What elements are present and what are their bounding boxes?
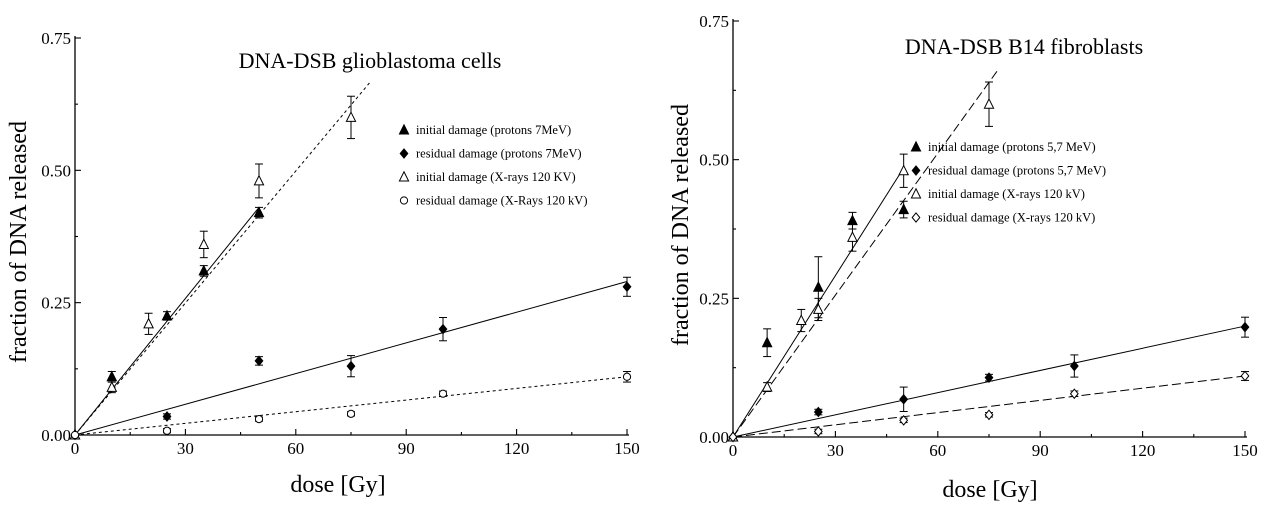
- data-point: [813, 426, 823, 437]
- legend-marker: [398, 123, 410, 135]
- data-point: [984, 409, 994, 421]
- data-point: [162, 426, 172, 435]
- data-point: [438, 323, 448, 335]
- y-tick-label: 0.25: [699, 289, 729, 308]
- data-point: [345, 111, 357, 122]
- y-tick-label: 0.75: [699, 12, 729, 31]
- x-tick-label: 120: [504, 439, 530, 458]
- legend-marker: [399, 148, 409, 159]
- data-point: [161, 309, 173, 321]
- legend-marker: [399, 196, 409, 205]
- data-point: [898, 203, 910, 215]
- chart-glioblastoma: DNA-DSB glioblastoma cells dose [Gy] fra…: [6, 29, 640, 498]
- series-open-circle: residual damage (X-Rays 120 kV): [70, 194, 632, 440]
- data-point: [812, 280, 824, 292]
- y-tick-label: 0.00: [41, 426, 71, 445]
- legend-marker: [911, 212, 921, 223]
- y-tick-label: 0.50: [41, 161, 71, 180]
- data-point: [812, 303, 824, 314]
- data-point: [761, 380, 773, 392]
- y-tick-label: 0.25: [41, 294, 71, 313]
- data-point: [254, 415, 264, 424]
- data-point: [106, 381, 118, 392]
- x-axis-title: dose [Gy]: [942, 477, 1037, 502]
- x-tick-label: 30: [827, 441, 844, 460]
- data-point: [622, 372, 632, 381]
- series-filled-diamond: residual damage (protons 5,7 MeV): [728, 164, 1250, 443]
- series-open-diamond: residual damage (X-rays 120 kV): [728, 211, 1250, 443]
- x-tick-label: 30: [177, 439, 194, 458]
- chart-title: DNA-DSB glioblastoma cells: [239, 48, 502, 73]
- legend-marker: [911, 165, 921, 176]
- x-tick-label: 90: [1032, 441, 1049, 460]
- legend-label: initial damage (X-rays 120 KV): [416, 170, 576, 184]
- data-point: [983, 97, 995, 109]
- data-point: [1240, 370, 1250, 382]
- data-point: [198, 238, 210, 249]
- data-point: [622, 281, 632, 293]
- legend-label: initial damage (X-rays 120 kV): [928, 187, 1085, 201]
- x-tick-label: 0: [71, 439, 80, 458]
- legend-label: initial damage (protons 7MeV): [416, 123, 571, 137]
- data-point: [346, 409, 356, 418]
- y-axis-title: fraction of DNA released: [6, 121, 32, 363]
- y-tick-label: 0.75: [41, 29, 71, 48]
- series-filled-triangle: initial damage (protons 5,7 MeV): [727, 140, 1096, 442]
- x-tick-label: 150: [614, 439, 640, 458]
- y-axis-title: fraction of DNA released: [668, 104, 694, 346]
- x-tick-label: 150: [1232, 441, 1258, 460]
- data-point: [761, 336, 773, 348]
- legend-label: residual damage (protons 5,7 MeV): [928, 164, 1106, 178]
- data-point: [813, 406, 823, 418]
- fit-line: [74, 207, 260, 436]
- x-tick-label: 120: [1130, 441, 1156, 460]
- data-point: [198, 264, 210, 276]
- data-point: [899, 393, 909, 405]
- legend-label: residual damage (X-Rays 120 kV): [416, 194, 587, 208]
- data-point: [143, 317, 155, 329]
- data-point: [847, 231, 858, 242]
- x-tick-label: 60: [287, 439, 304, 458]
- data-point: [1069, 360, 1079, 372]
- data-point: [106, 370, 118, 382]
- chart-title: DNA-DSB B14 fibroblasts: [905, 34, 1143, 59]
- data-point: [253, 174, 265, 186]
- data-point: [899, 414, 909, 426]
- fit-line: [74, 376, 628, 436]
- legend-label: residual damage (X-rays 120 kV): [928, 211, 1095, 225]
- data-point: [346, 360, 356, 372]
- data-point: [728, 431, 738, 443]
- data-point: [984, 372, 994, 384]
- x-tick-label: 90: [398, 439, 415, 458]
- legend-marker: [910, 187, 922, 199]
- data-point: [1240, 321, 1250, 333]
- legend-label: residual damage (protons 7MeV): [416, 147, 582, 161]
- x-tick-label: 0: [729, 441, 738, 460]
- data-point: [254, 355, 264, 367]
- series-filled-diamond: residual damage (protons 7MeV): [70, 147, 632, 441]
- fit-line: [732, 375, 1246, 438]
- y-tick-label: 0.00: [699, 428, 729, 447]
- legend-marker: [910, 140, 922, 152]
- fit-line: [74, 82, 370, 436]
- x-tick-label: 60: [929, 441, 946, 460]
- legend-label: initial damage (protons 5,7 MeV): [928, 140, 1096, 154]
- data-point: [162, 411, 172, 422]
- data-point: [1069, 388, 1079, 400]
- data-point: [795, 314, 807, 326]
- series-open-triangle: initial damage (X-rays 120 kV): [727, 67, 1085, 442]
- data-point: [898, 164, 910, 176]
- data-point: [70, 430, 80, 440]
- chart-b14-fibroblasts: DNA-DSB B14 fibroblasts dose [Gy] fracti…: [668, 12, 1258, 503]
- data-point: [438, 389, 448, 398]
- fit-line: [732, 67, 1000, 438]
- legend-marker: [398, 170, 410, 182]
- x-axis-title: dose [Gy]: [290, 472, 385, 498]
- y-tick-label: 0.50: [699, 151, 729, 170]
- series-open-triangle: initial damage (X-rays 120 KV): [69, 82, 576, 440]
